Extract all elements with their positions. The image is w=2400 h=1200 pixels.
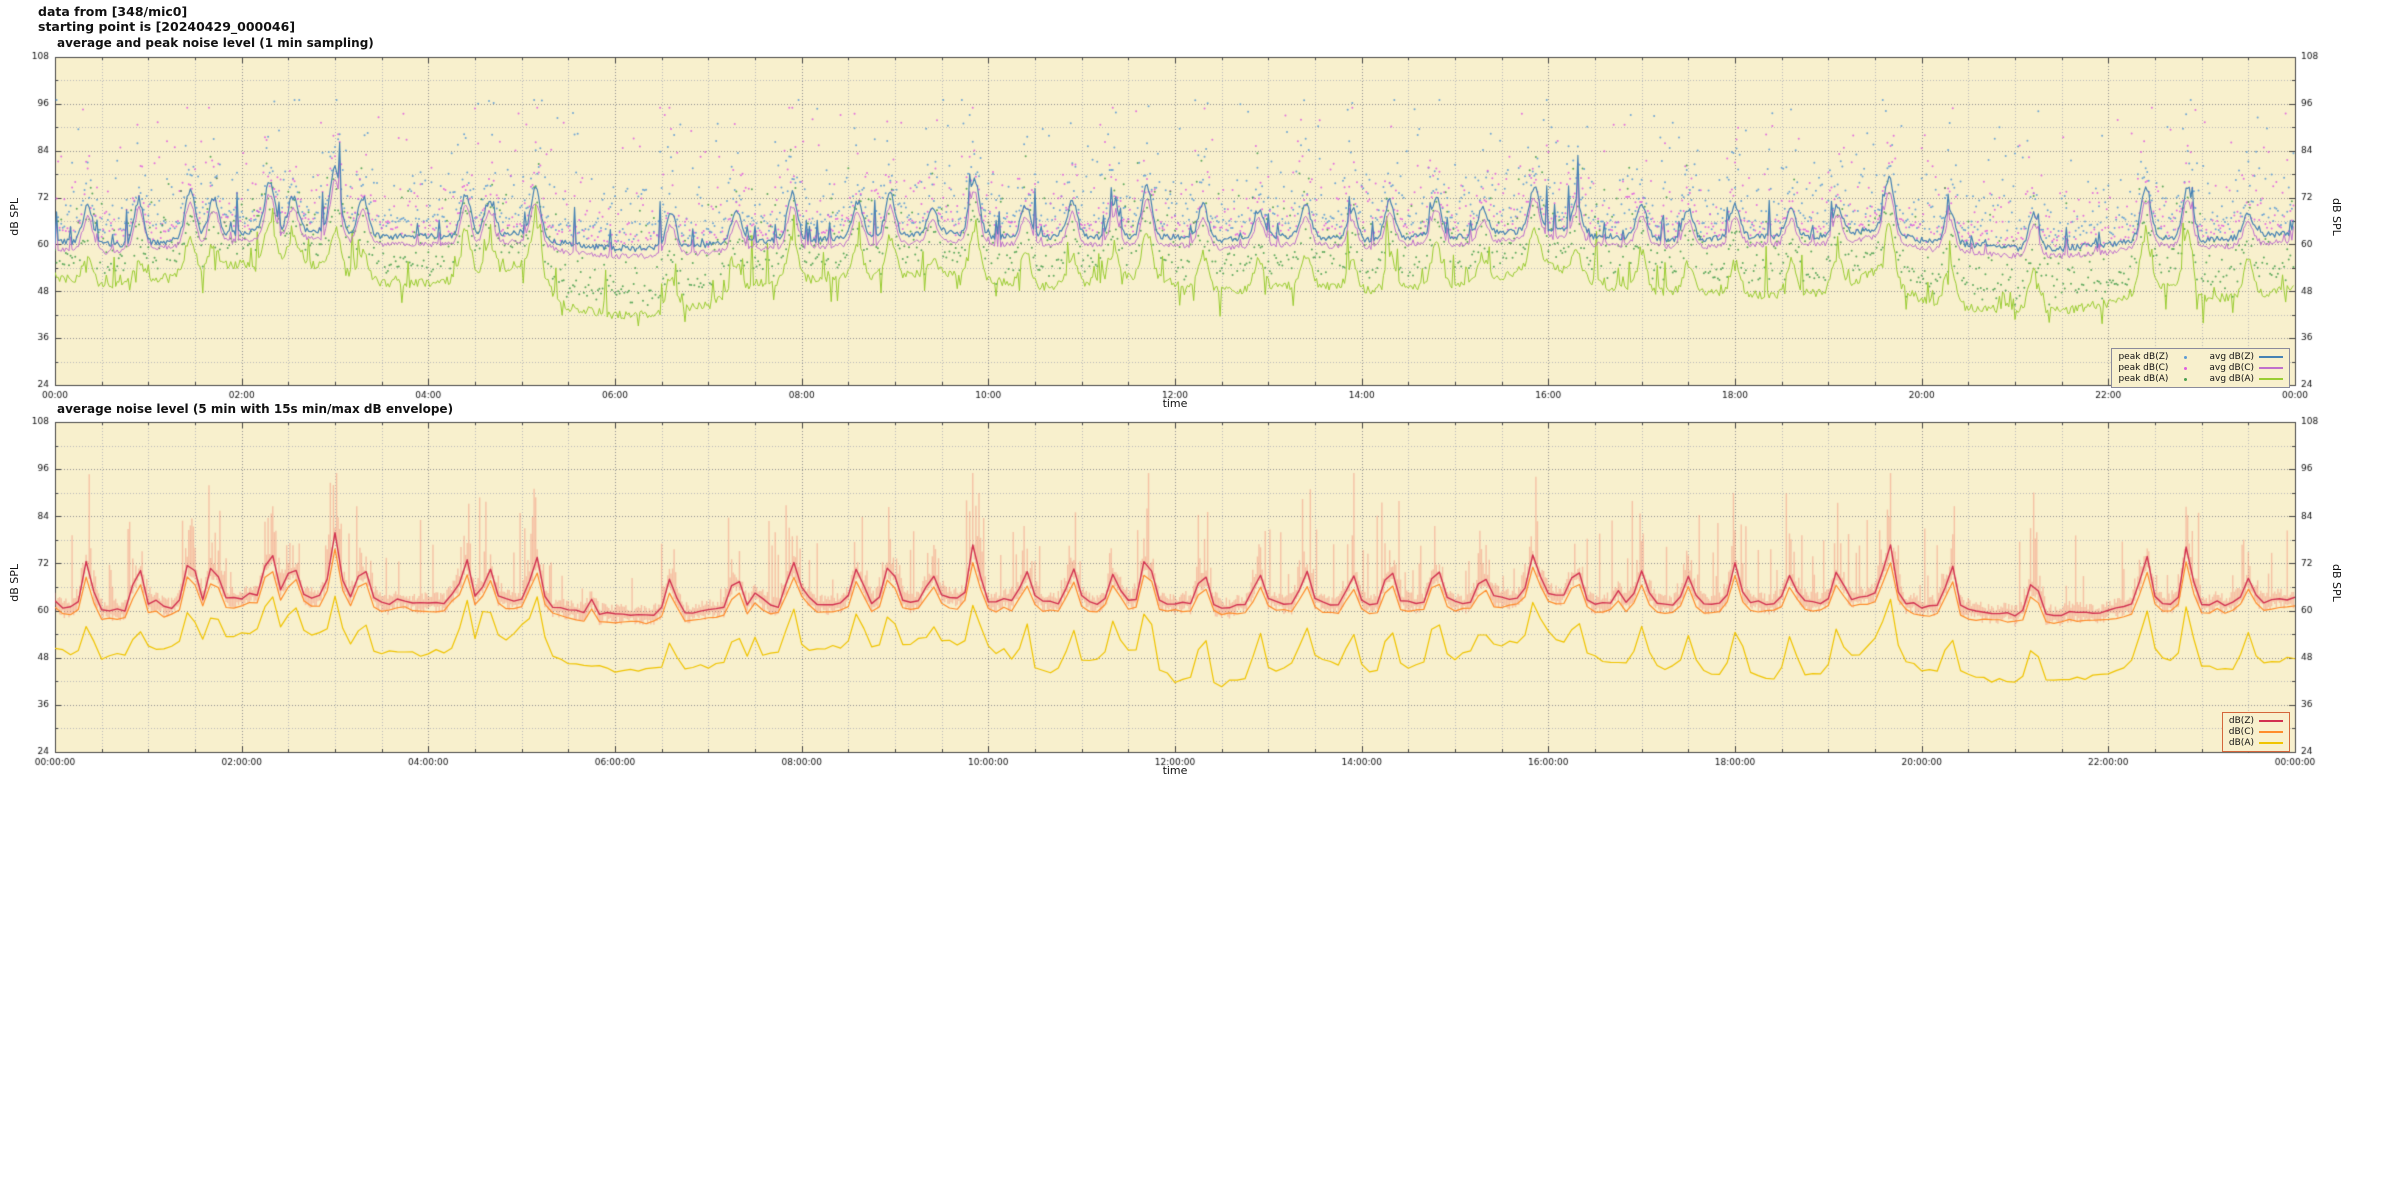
legend-label: avg dB(Z) bbox=[2209, 352, 2255, 362]
bottom-ylabel-right: dB SPL bbox=[2330, 564, 2343, 602]
legend-label: avg dB(A) bbox=[2209, 374, 2254, 384]
legend-label: peak dB(C) bbox=[2118, 363, 2169, 373]
bottom-ylabel-left: dB SPL bbox=[8, 564, 21, 602]
top-xlabel: time bbox=[1162, 397, 1188, 410]
bottom-chart-legend: dB(Z) dB(C) dB(A) bbox=[2221, 712, 2290, 752]
bottom-xlabel: time bbox=[1162, 764, 1188, 777]
legend-entry-db-z-: dB(Z) bbox=[2229, 716, 2283, 726]
legend-line-marker-icon bbox=[2259, 717, 2283, 725]
legend-line-marker-icon bbox=[2259, 739, 2283, 747]
data-source-label: data from [348/mic0] bbox=[38, 4, 188, 19]
legend-dot-marker-icon bbox=[2173, 353, 2197, 361]
legend-entry-peak-db-z-: peak dB(Z) bbox=[2118, 352, 2197, 362]
legend-dot-marker-icon bbox=[2173, 364, 2197, 372]
legend-label: peak dB(Z) bbox=[2118, 352, 2169, 362]
legend-line-marker-icon bbox=[2259, 728, 2283, 736]
legend-entry-avg-db-z-: avg dB(Z) bbox=[2209, 352, 2283, 362]
legend-column: peak dB(Z) peak dB(C) peak dB(A) bbox=[2118, 352, 2197, 384]
legend-entry-db-a-: dB(A) bbox=[2229, 738, 2283, 748]
start-point-label: starting point is [20240429_000046] bbox=[38, 19, 296, 34]
top-ylabel-left: dB SPL bbox=[8, 198, 21, 236]
legend-label: dB(A) bbox=[2228, 738, 2254, 748]
legend-label: avg dB(C) bbox=[2209, 363, 2254, 373]
top-ylabel-right: dB SPL bbox=[2330, 198, 2343, 236]
legend-label: peak dB(A) bbox=[2118, 374, 2169, 384]
legend-line-marker-icon bbox=[2259, 375, 2283, 383]
top-chart-legend: peak dB(Z) peak dB(C) peak dB(A) avg dB(Z) a… bbox=[2111, 348, 2290, 388]
legend-line-marker-icon bbox=[2259, 353, 2283, 361]
legend-entry-avg-db-c-: avg dB(C) bbox=[2209, 363, 2283, 373]
legend-entry-peak-db-c-: peak dB(C) bbox=[2118, 363, 2197, 373]
legend-entry-db-c-: dB(C) bbox=[2229, 727, 2283, 737]
bottom-chart-title: average noise level (5 min with 15s min/… bbox=[57, 402, 454, 416]
legend-column: avg dB(Z) avg dB(C) avg dB(A) bbox=[2209, 352, 2283, 384]
legend-line-marker-icon bbox=[2259, 364, 2283, 372]
legend-entry-peak-db-a-: peak dB(A) bbox=[2118, 374, 2197, 384]
legend-label: dB(C) bbox=[2228, 727, 2254, 737]
top-chart-title: average and peak noise level (1 min samp… bbox=[57, 36, 374, 50]
legend-entry-avg-db-a-: avg dB(A) bbox=[2209, 374, 2283, 384]
legend-label: dB(Z) bbox=[2228, 716, 2254, 726]
legend-column: dB(Z) dB(C) dB(A) bbox=[2229, 716, 2283, 748]
legend-dot-marker-icon bbox=[2173, 375, 2197, 383]
